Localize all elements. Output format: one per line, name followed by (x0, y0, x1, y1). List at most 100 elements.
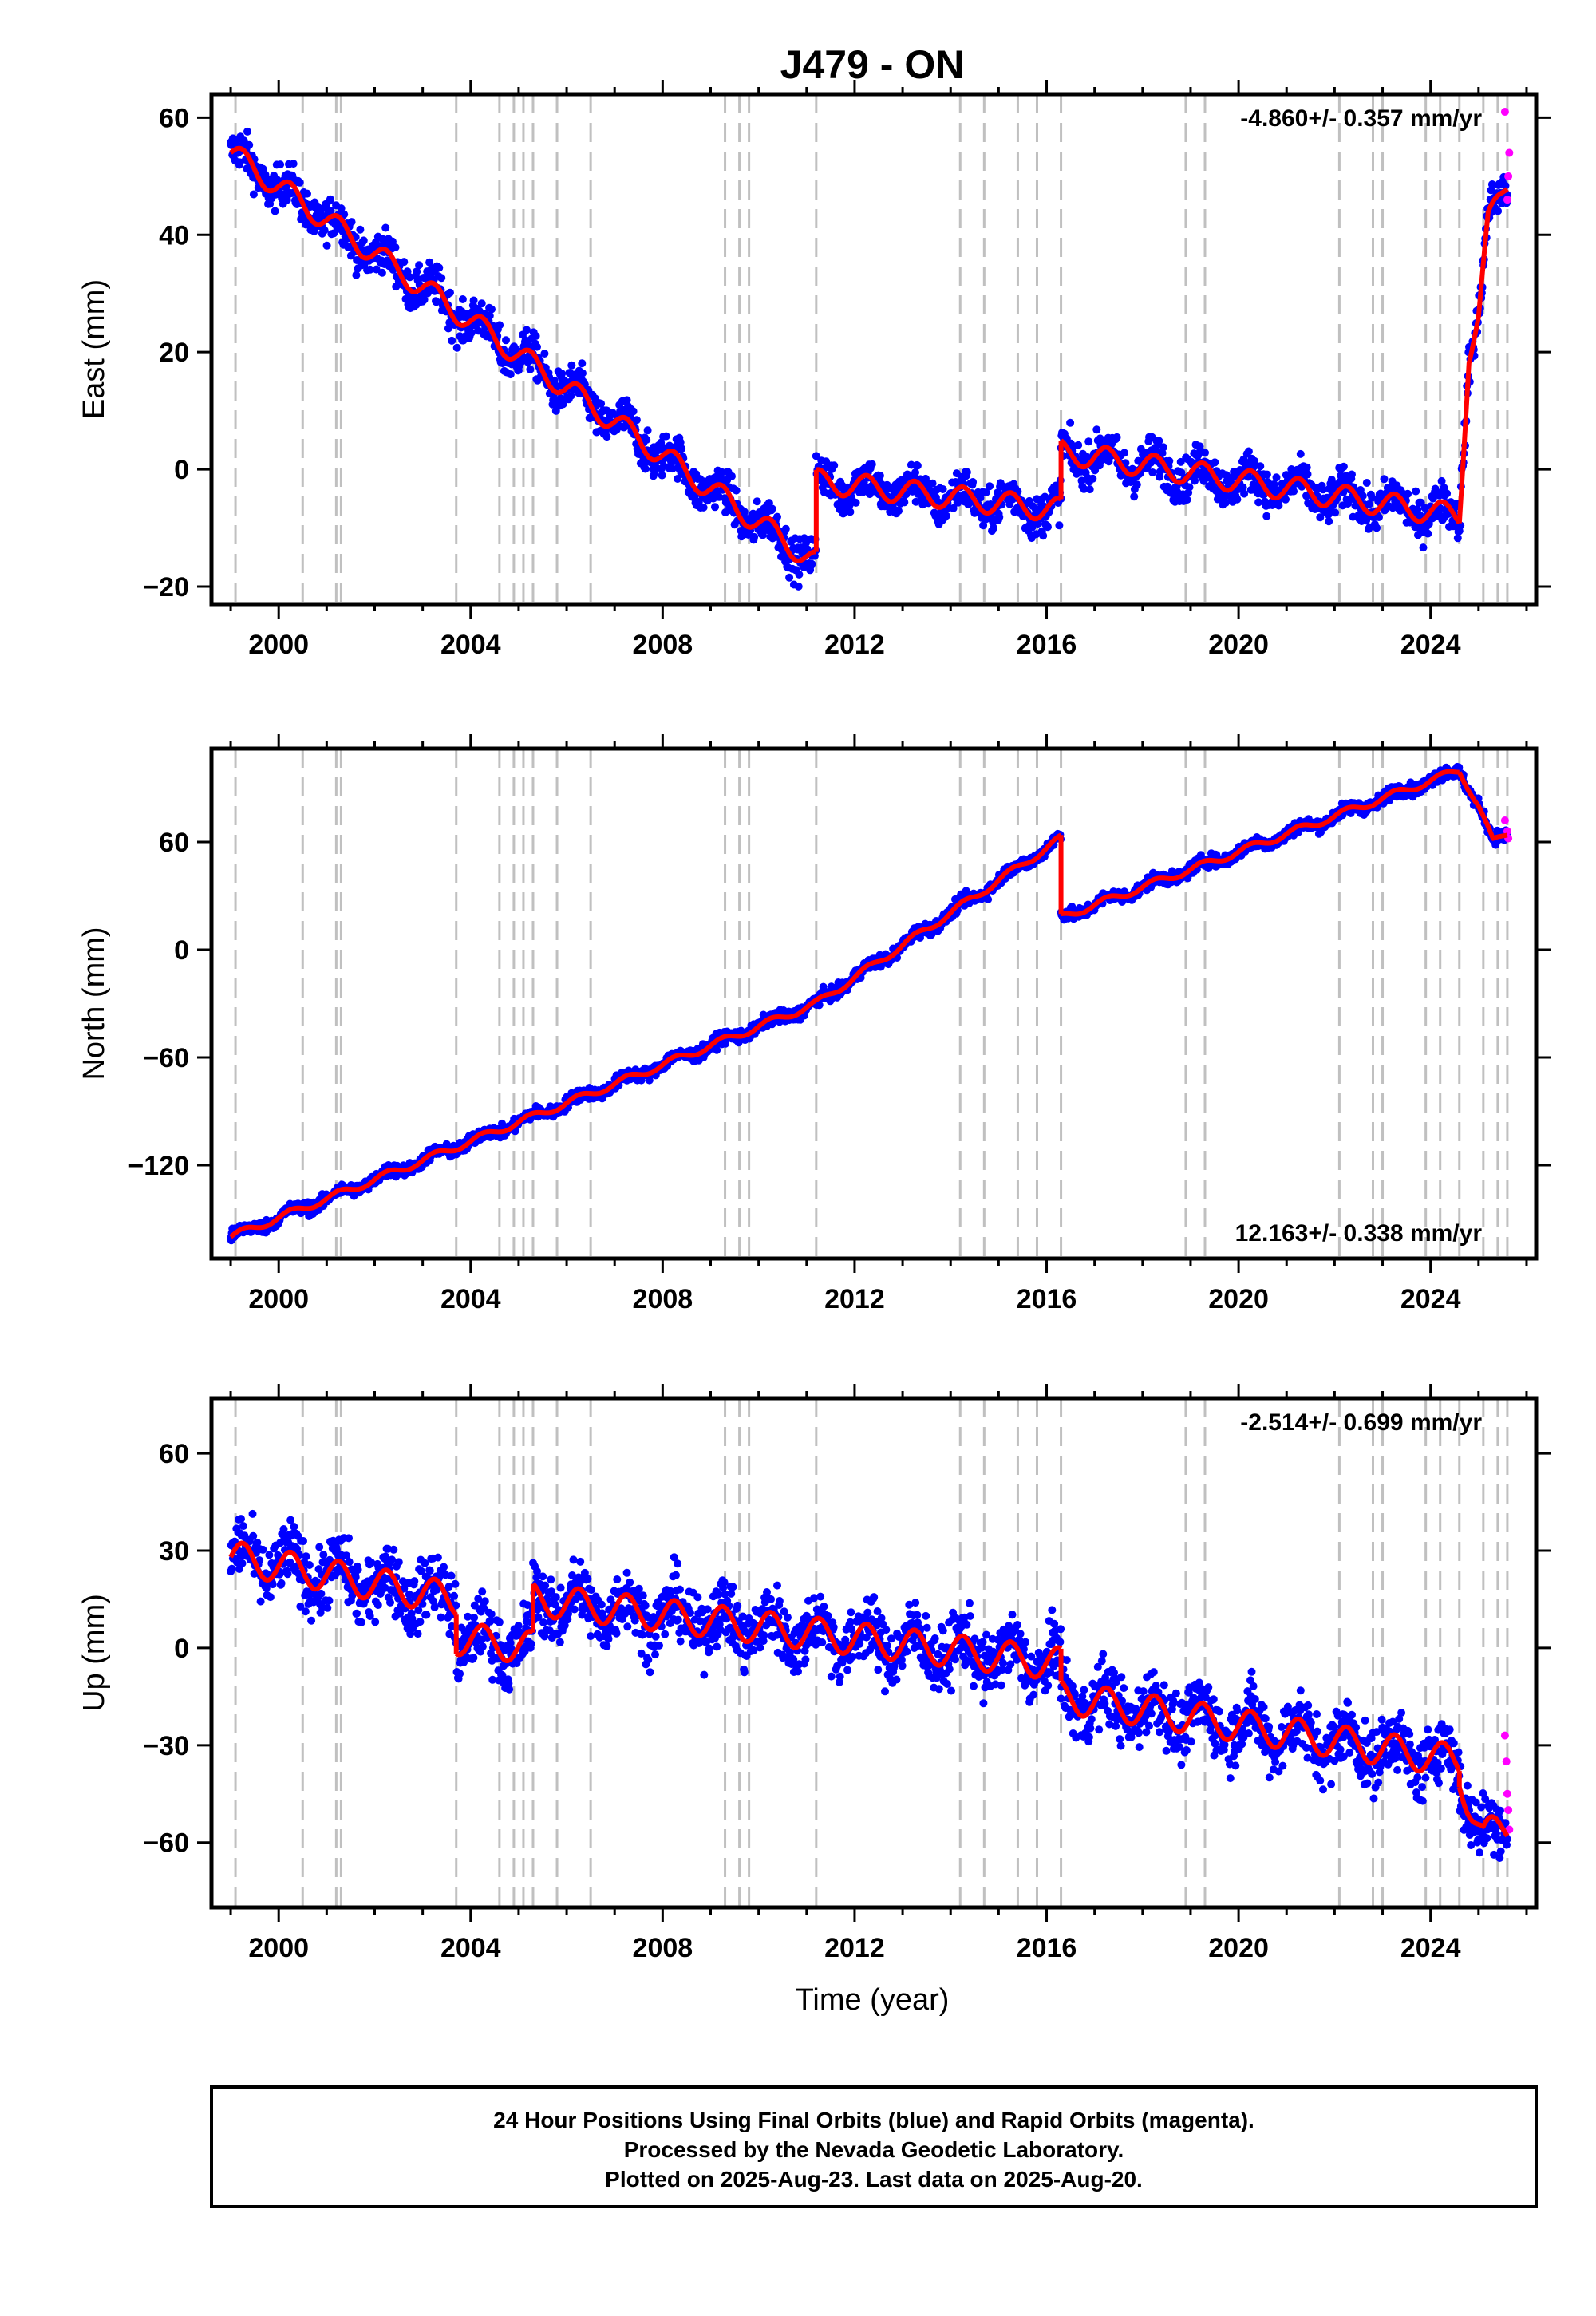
data-point (496, 321, 504, 330)
panel-2: 2000 2004 2008 2012 2016 2020 2024−120−60060No… (77, 734, 1551, 1314)
data-point (391, 243, 400, 251)
data-point (1084, 437, 1093, 446)
data-point (365, 1612, 374, 1620)
data-point (567, 361, 576, 370)
plot-frame (209, 92, 1539, 607)
data-point (315, 1543, 324, 1551)
data-point (268, 1580, 277, 1589)
x-tick-label: 2012 (824, 1284, 885, 1314)
data-point (1416, 511, 1424, 520)
data-point (717, 468, 726, 476)
data-point (303, 189, 311, 198)
x-tick-label: 2012 (824, 630, 885, 660)
data-point (579, 369, 587, 377)
x-tick-label: 2016 (1017, 630, 1077, 660)
data-point (1191, 476, 1199, 485)
x-tick-label: 2016 (1017, 1284, 1077, 1314)
data-point (632, 416, 641, 425)
plot-area (227, 94, 1514, 604)
data-point (314, 202, 322, 211)
data-point (942, 512, 950, 520)
data-point (243, 127, 251, 136)
data-point (1112, 433, 1121, 441)
data-point (846, 508, 855, 516)
y-tick-label: 20 (159, 338, 189, 368)
data-point (1238, 483, 1247, 492)
data-point (319, 1551, 328, 1559)
data-point (290, 1523, 298, 1531)
model-fit-line (1457, 771, 1510, 841)
x-tick-label: 2024 (1400, 630, 1461, 660)
data-point (1130, 492, 1139, 501)
data-point (567, 391, 575, 400)
data-point (1039, 532, 1048, 540)
data-point (477, 299, 486, 308)
data-point (458, 295, 467, 303)
data-point (371, 1618, 380, 1626)
x-tick-label: 2020 (1208, 1284, 1269, 1314)
data-point (326, 195, 334, 204)
data-point (488, 305, 496, 314)
panel-1: 2000 2004 2008 2012 2016 2020 2024−200204060Ea… (77, 80, 1551, 660)
data-point (526, 365, 535, 373)
data-point (1044, 523, 1052, 532)
data-point (299, 1537, 307, 1545)
data-point (420, 295, 429, 304)
data-point (286, 1516, 295, 1524)
data-point (271, 207, 279, 215)
data-point (1158, 449, 1167, 457)
data-point (523, 326, 531, 334)
data-point (1373, 524, 1381, 532)
data-point (1244, 447, 1253, 456)
data-point (658, 471, 666, 480)
data-point (1290, 487, 1298, 496)
data-point (1302, 463, 1311, 472)
data-point (1088, 474, 1097, 483)
model-fit-line (814, 467, 1063, 522)
data-point (900, 498, 909, 507)
data-point (340, 210, 349, 219)
data-point (415, 261, 424, 270)
data-point (1080, 484, 1088, 493)
data-point (305, 1561, 314, 1569)
data-point (276, 1539, 285, 1547)
data-point (307, 1616, 316, 1625)
data-point (352, 271, 361, 279)
data-point (437, 274, 446, 283)
data-point (325, 1596, 334, 1605)
data-point (602, 433, 611, 441)
data-point (699, 503, 708, 512)
data-point (435, 263, 444, 272)
data-point (448, 336, 456, 345)
x-tick-label: 2004 (440, 630, 501, 660)
data-point (377, 268, 386, 277)
data-point (322, 241, 331, 250)
data-point (1362, 479, 1371, 487)
data-point (279, 1525, 288, 1533)
data-point (277, 1579, 286, 1587)
data-point (1240, 489, 1249, 498)
data-point (1185, 483, 1194, 492)
data-point (259, 1545, 267, 1554)
rapid-point (1503, 196, 1511, 204)
data-point (795, 570, 804, 579)
model-fit-line (1456, 187, 1510, 524)
data-point (367, 1558, 376, 1567)
data-point (249, 190, 258, 199)
data-point (1325, 517, 1333, 526)
rate-label: -4.860+/- 0.357 mm/yr (1240, 105, 1482, 132)
final-orbit-points (227, 127, 1511, 591)
data-point (1375, 513, 1383, 521)
plot-frame (209, 746, 1539, 1261)
data-point (1163, 482, 1172, 491)
data-point (295, 178, 304, 187)
data-point (452, 343, 461, 352)
final-orbit-points (227, 1509, 1511, 1862)
data-point (326, 207, 335, 215)
data-point (1453, 534, 1462, 543)
data-point (1274, 501, 1283, 510)
data-point (238, 1559, 247, 1567)
data-point (781, 524, 790, 533)
data-point (400, 258, 409, 267)
rapid-point (1504, 172, 1513, 180)
